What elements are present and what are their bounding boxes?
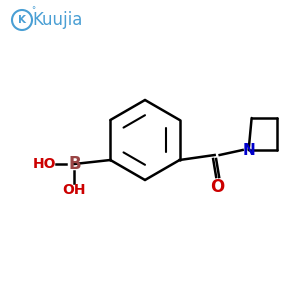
Text: °: ° xyxy=(31,7,35,16)
Text: HO: HO xyxy=(33,157,56,171)
Text: Kuujia: Kuujia xyxy=(33,11,83,29)
Text: O: O xyxy=(211,178,225,196)
Text: OH: OH xyxy=(63,183,86,197)
Text: B: B xyxy=(68,155,81,173)
Text: N: N xyxy=(242,142,255,158)
Text: K: K xyxy=(18,15,26,25)
